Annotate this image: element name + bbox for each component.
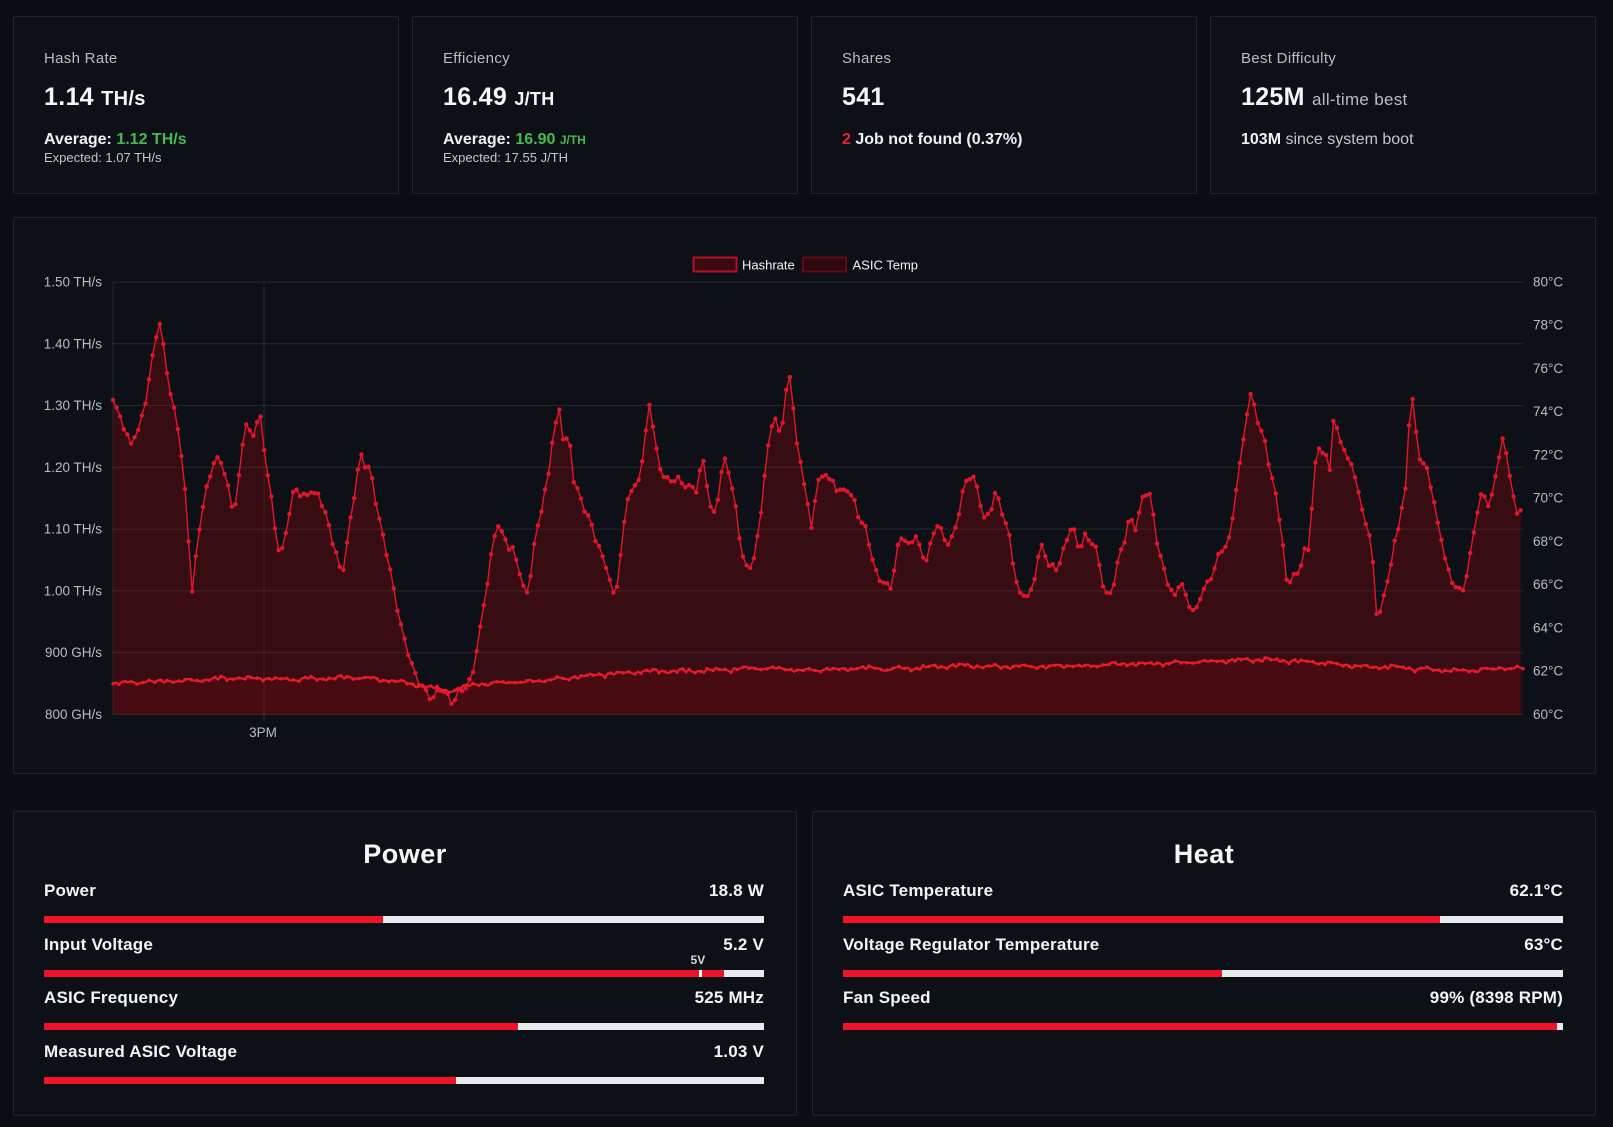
svg-text:78°C: 78°C (1533, 318, 1563, 333)
svg-text:68°C: 68°C (1533, 534, 1563, 549)
svg-text:70°C: 70°C (1533, 491, 1563, 506)
svg-text:74°C: 74°C (1533, 404, 1563, 419)
svg-text:1.00 TH/s: 1.00 TH/s (44, 583, 103, 598)
svg-text:62°C: 62°C (1533, 664, 1563, 679)
svg-text:72°C: 72°C (1533, 448, 1563, 463)
svg-text:64°C: 64°C (1533, 620, 1563, 635)
svg-text:ASIC Temp: ASIC Temp (853, 258, 919, 273)
svg-text:1.30 TH/s: 1.30 TH/s (44, 398, 103, 413)
svg-text:66°C: 66°C (1533, 577, 1563, 592)
svg-text:3PM: 3PM (249, 725, 277, 740)
svg-text:60°C: 60°C (1533, 707, 1563, 722)
svg-text:1.40 TH/s: 1.40 TH/s (44, 336, 103, 351)
svg-text:Hashrate: Hashrate (742, 258, 795, 273)
svg-text:800 GH/s: 800 GH/s (45, 707, 102, 722)
svg-text:80°C: 80°C (1533, 275, 1563, 290)
svg-text:900 GH/s: 900 GH/s (45, 645, 102, 660)
svg-text:1.10 TH/s: 1.10 TH/s (44, 522, 103, 537)
svg-text:1.20 TH/s: 1.20 TH/s (44, 460, 103, 475)
svg-text:1.50 TH/s: 1.50 TH/s (44, 275, 103, 290)
svg-text:76°C: 76°C (1533, 361, 1563, 376)
